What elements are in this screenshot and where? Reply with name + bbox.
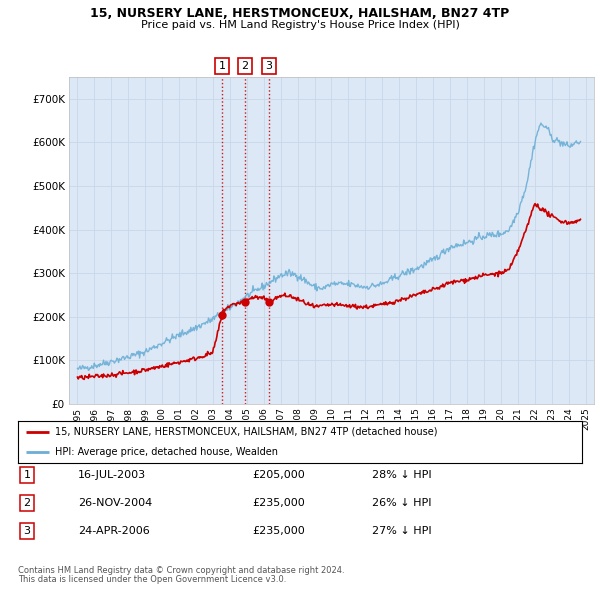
Text: 3: 3 (266, 61, 272, 71)
Text: 15, NURSERY LANE, HERSTMONCEUX, HAILSHAM, BN27 4TP (detached house): 15, NURSERY LANE, HERSTMONCEUX, HAILSHAM… (55, 427, 437, 437)
Text: £235,000: £235,000 (252, 526, 305, 536)
Text: HPI: Average price, detached house, Wealden: HPI: Average price, detached house, Weal… (55, 447, 278, 457)
Text: 26-NOV-2004: 26-NOV-2004 (78, 498, 152, 507)
Text: 28% ↓ HPI: 28% ↓ HPI (372, 470, 431, 480)
Text: Price paid vs. HM Land Registry's House Price Index (HPI): Price paid vs. HM Land Registry's House … (140, 20, 460, 30)
Text: Contains HM Land Registry data © Crown copyright and database right 2024.: Contains HM Land Registry data © Crown c… (18, 566, 344, 575)
Text: 27% ↓ HPI: 27% ↓ HPI (372, 526, 431, 536)
Text: £235,000: £235,000 (252, 498, 305, 507)
Text: 1: 1 (218, 61, 226, 71)
Text: 26% ↓ HPI: 26% ↓ HPI (372, 498, 431, 507)
Text: 2: 2 (242, 61, 248, 71)
Text: £205,000: £205,000 (252, 470, 305, 480)
Text: 16-JUL-2003: 16-JUL-2003 (78, 470, 146, 480)
Text: 1: 1 (23, 470, 31, 480)
Text: 2: 2 (23, 498, 31, 507)
Text: This data is licensed under the Open Government Licence v3.0.: This data is licensed under the Open Gov… (18, 575, 286, 584)
Text: 15, NURSERY LANE, HERSTMONCEUX, HAILSHAM, BN27 4TP: 15, NURSERY LANE, HERSTMONCEUX, HAILSHAM… (91, 7, 509, 20)
Text: 24-APR-2006: 24-APR-2006 (78, 526, 150, 536)
Text: 3: 3 (23, 526, 31, 536)
